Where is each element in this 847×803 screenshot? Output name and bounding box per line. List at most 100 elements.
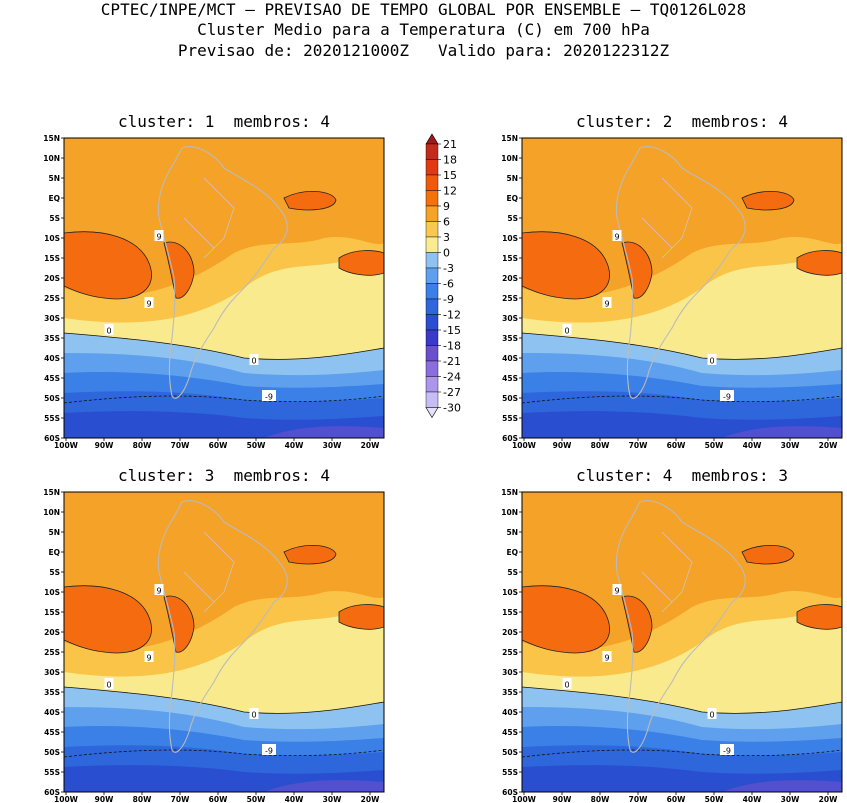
lat-tick-label: 20S: [44, 628, 60, 637]
contour-minus-9: [64, 395, 384, 404]
map-panel-2: 9 9 0 0 -9 15N 10N 5N EQ 5S 10S 15S 20S 25S 30S 35S 40S 4…: [501, 134, 843, 450]
contour-label: 0: [106, 681, 111, 690]
colorbar-top-arrow: [425, 133, 439, 145]
colorbar-level-label: -9: [443, 293, 454, 306]
south-america-outline: [157, 500, 288, 753]
lat-tick-label: EQ: [507, 548, 519, 557]
colorbar-segment: [425, 143, 439, 160]
map-panel-3: 9 9 0 0 -9 15N 10N 5N EQ 5S 10S 15S 20S 25S 30S 35S 40S 4…: [43, 488, 385, 803]
contour-label-box: [602, 651, 612, 662]
colorbar-level-label: 18: [443, 154, 457, 167]
contour-minus-9: [64, 749, 384, 758]
colorbar-segment: [425, 252, 439, 269]
lon-tick-label: 30W: [781, 795, 800, 803]
colorbar-segment: [425, 236, 439, 253]
map-frame: [63, 491, 385, 793]
contour-label-box: [612, 230, 622, 241]
lat-tick-label: 45S: [502, 374, 518, 383]
lat-tick-label: 50S: [502, 394, 518, 403]
colorbar-segment: [425, 267, 439, 284]
lat-tick-label: 55S: [44, 414, 60, 423]
lon-tick-label: 100W: [54, 441, 79, 450]
contour-label: 0: [251, 357, 256, 366]
lon-tick-label: 100W: [512, 441, 537, 450]
lat-tick-label: 35S: [502, 334, 518, 343]
map-frame: [521, 491, 843, 793]
lat-tick-label: 10N: [501, 154, 518, 163]
lon-tick-label: 40W: [285, 441, 304, 450]
lat-tick-label: 40S: [502, 354, 518, 363]
lat-tick-label: 15S: [502, 608, 518, 617]
lon-tick-label: 50W: [247, 441, 266, 450]
contour-label: 9: [604, 654, 609, 663]
lat-tick-label: 55S: [502, 768, 518, 777]
colorbar: 21 18 15 12 9 6 3 0 -3 -6 -9 -12 -15 -18 -21 -24 -27 -30: [425, 133, 461, 419]
colorbar-segment: [425, 205, 439, 222]
lon-tick-label: 20W: [361, 795, 380, 803]
warm-blob-central: [621, 595, 653, 653]
lon-tick-label: 90W: [553, 795, 572, 803]
contour-zero: [64, 332, 384, 360]
lon-tick-label: 70W: [171, 795, 190, 803]
lat-tick-label: 20S: [502, 274, 518, 283]
lat-tick-label: 10N: [43, 154, 60, 163]
contour-label-box: [562, 678, 572, 689]
colorbar-segment: [425, 345, 439, 362]
south-america-outline: [615, 146, 746, 399]
lat-tick-label: 10S: [44, 234, 60, 243]
lon-tick-label: 90W: [95, 441, 114, 450]
lon-tick-label: 70W: [629, 795, 648, 803]
lat-tick-label: 40S: [44, 354, 60, 363]
lon-tick-label: 90W: [95, 795, 114, 803]
lon-tick-label: 80W: [591, 441, 610, 450]
lon-tick-label: 20W: [819, 441, 838, 450]
country-borders: [183, 177, 235, 259]
warm-blob-north: [741, 191, 795, 211]
country-borders: [641, 531, 693, 613]
lon-tick-label: 30W: [781, 441, 800, 450]
lat-tick-label: 20S: [44, 274, 60, 283]
lat-tick-label: 15S: [44, 254, 60, 263]
contour-zero: [522, 332, 842, 360]
panel-2-title: cluster: 2 membros: 4: [576, 112, 788, 131]
lat-tick-label: 50S: [44, 394, 60, 403]
colorbar-segment: [425, 360, 439, 377]
panel-1-title: cluster: 1 membros: 4: [118, 112, 330, 131]
lat-tick-label: 15S: [502, 254, 518, 263]
colorbar-segment: [425, 314, 439, 331]
lon-tick-label: 80W: [133, 795, 152, 803]
lat-tick-label: 50S: [502, 748, 518, 757]
country-borders: [183, 531, 235, 613]
contour-label-box: [707, 354, 717, 365]
colorbar-segment: [425, 376, 439, 393]
contour-label-box: [562, 324, 572, 335]
lat-tick-label: 10S: [44, 588, 60, 597]
warm-blob-west: [64, 585, 152, 654]
lon-tick-label: 70W: [629, 441, 648, 450]
contour-label: 0: [106, 327, 111, 336]
lat-tick-label: 60S: [44, 788, 60, 797]
colorbar-bottom-arrow: [425, 407, 439, 419]
contour-label: 9: [156, 233, 161, 242]
map-panel-4: 9 9 0 0 -9 15N 10N 5N EQ 5S 10S 15S 20S 25S 30S 35S 40S 4…: [501, 488, 843, 803]
contour-label: -9: [265, 393, 273, 402]
lat-tick-label: EQ: [49, 548, 61, 557]
map-panel-1: 9 9 0 0 -9 15N 10N 5N EQ 5S 10S 15S 20S 25S 30S 35S 40S 4…: [43, 134, 385, 450]
colorbar-level-label: 3: [443, 231, 450, 244]
map-frame: [63, 137, 385, 439]
lon-tick-label: 20W: [819, 795, 838, 803]
contour-label: 9: [604, 300, 609, 309]
lat-tick-label: 15N: [43, 488, 60, 497]
colorbar-level-label: -27: [443, 386, 461, 399]
lat-tick-label: 10N: [43, 508, 60, 517]
colorbar-level-label: -18: [443, 340, 461, 353]
lat-tick-label: 55S: [44, 768, 60, 777]
warm-blob-west: [522, 585, 610, 654]
contour-minus-9: [522, 395, 842, 404]
lon-tick-label: 40W: [743, 795, 762, 803]
lon-tick-label: 60W: [667, 441, 686, 450]
warm-blob-central: [621, 241, 653, 299]
contour-label: 0: [564, 327, 569, 336]
lon-tick-label: 70W: [171, 441, 190, 450]
